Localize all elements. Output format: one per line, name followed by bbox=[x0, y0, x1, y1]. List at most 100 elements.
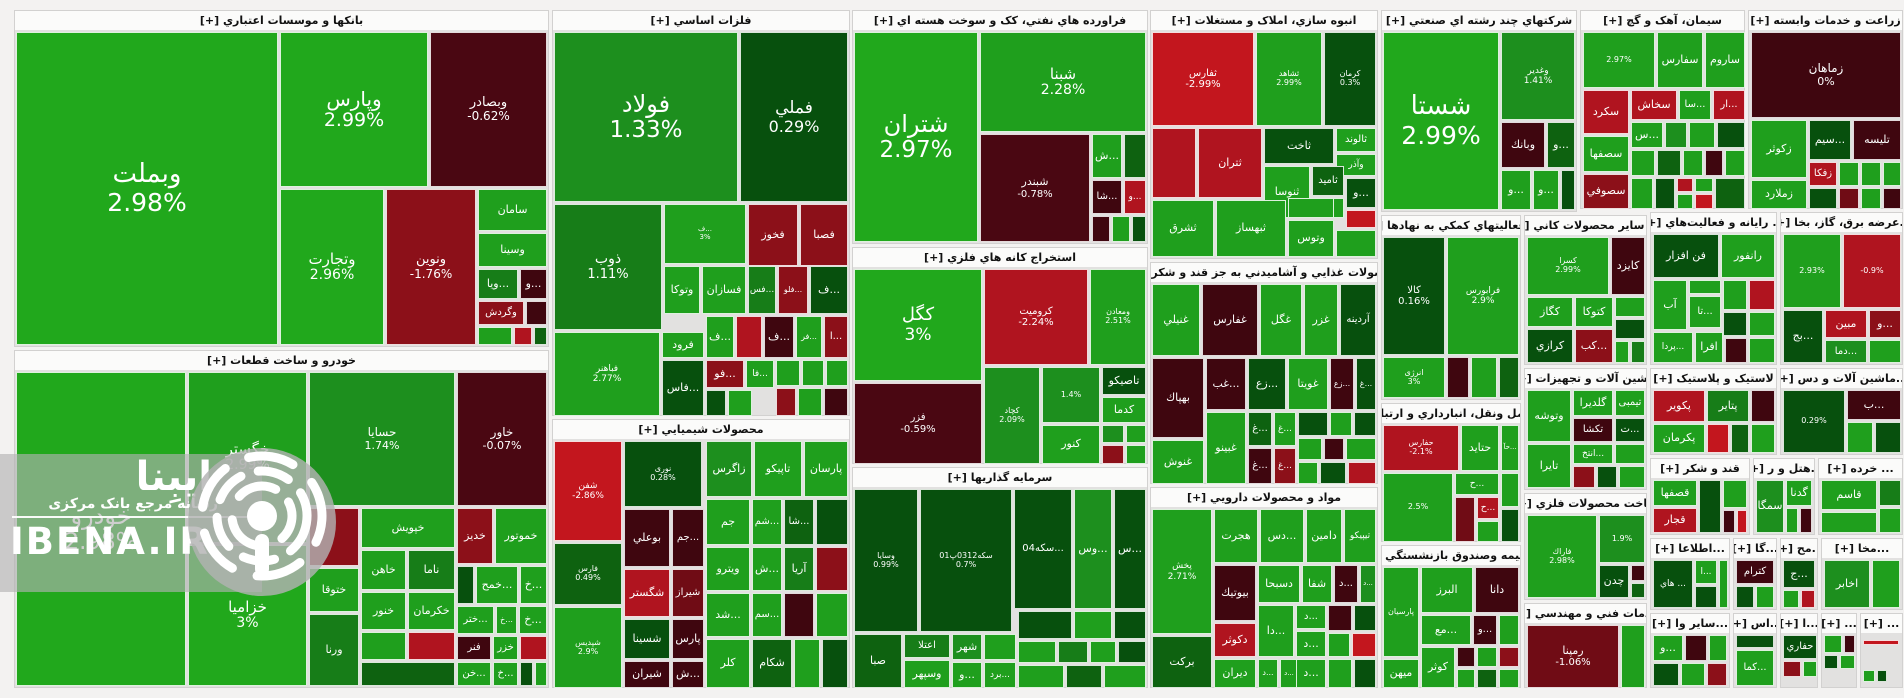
treemap-tile[interactable] bbox=[1840, 655, 1855, 669]
treemap-tile[interactable] bbox=[1844, 635, 1855, 653]
treemap-tile[interactable] bbox=[1118, 641, 1146, 663]
treemap-tile[interactable] bbox=[1872, 560, 1900, 608]
tile-تیپیکو[interactable]: تیپیکو bbox=[1344, 509, 1376, 563]
treemap-tile[interactable] bbox=[534, 327, 547, 345]
treemap-tile[interactable] bbox=[1631, 583, 1645, 598]
treemap-tile[interactable] bbox=[736, 316, 762, 358]
treemap-tile[interactable] bbox=[1695, 194, 1713, 209]
treemap-tile[interactable]: 0.29% bbox=[1783, 390, 1845, 453]
treemap-tile[interactable] bbox=[1501, 509, 1519, 542]
tile-...و[interactable]: ...و bbox=[1124, 180, 1146, 214]
treemap-tile[interactable] bbox=[1877, 670, 1887, 682]
sector-header-dots[interactable]: ... [+] bbox=[1822, 614, 1856, 633]
treemap-tile[interactable] bbox=[1328, 659, 1352, 688]
tile-...د[interactable]: ...د bbox=[1334, 565, 1358, 603]
treemap-tile[interactable] bbox=[1665, 122, 1687, 148]
tile-...فو[interactable]: ...فو bbox=[706, 360, 744, 388]
treemap-tile[interactable] bbox=[1707, 663, 1727, 686]
treemap-tile[interactable] bbox=[1477, 521, 1499, 542]
tile-کدما[interactable]: کدما bbox=[1102, 397, 1146, 423]
tile-...ف[interactable]: ...ف bbox=[810, 266, 848, 314]
tile-کالا[interactable]: کالا 0.16% bbox=[1383, 237, 1445, 355]
tile-غنوش[interactable]: غنوش bbox=[1152, 440, 1204, 484]
sector-header-pharma[interactable]: مواد و محصولات دارويي [+] bbox=[1151, 488, 1377, 507]
treemap-tile[interactable] bbox=[1685, 635, 1707, 661]
tile-...ختر[interactable]: ...ختر bbox=[457, 606, 494, 634]
tile-وپارس[interactable]: وپارس 2.99% bbox=[280, 32, 428, 187]
treemap-tile[interactable] bbox=[1455, 497, 1475, 542]
treemap-tile[interactable] bbox=[1573, 466, 1595, 488]
sector-header-retail[interactable]: ... خرده [+] bbox=[1819, 459, 1902, 478]
tile-...ش[interactable]: ...ش bbox=[1092, 134, 1122, 178]
sector-header-rubber[interactable]: لاستيک و پلاستيک [+] bbox=[1651, 369, 1776, 388]
treemap-tile[interactable] bbox=[1330, 412, 1352, 436]
tile-شتران[interactable]: شتران 2.97% bbox=[854, 32, 978, 242]
tile-...خ[interactable]: ...خ bbox=[496, 606, 517, 634]
tile-قاسم[interactable]: قاسم bbox=[1821, 480, 1877, 510]
tile-پارسیان[interactable]: پارسیان bbox=[1383, 567, 1419, 657]
tile-وبصادر[interactable]: وبصادر -0.62% bbox=[430, 32, 547, 187]
sector-header-chemicals[interactable]: محصولات شيميايي [+] bbox=[553, 420, 849, 439]
tile-...د[interactable]: ...د bbox=[1296, 659, 1326, 688]
tile-فنر[interactable]: فنر bbox=[457, 636, 491, 660]
treemap-tile[interactable] bbox=[1615, 319, 1645, 339]
treemap-tile[interactable] bbox=[1354, 605, 1376, 631]
treemap-tile[interactable] bbox=[706, 390, 726, 416]
tile-ساروم[interactable]: ساروم bbox=[1705, 32, 1745, 88]
tile-بهپاك[interactable]: بهپاك bbox=[1152, 358, 1204, 438]
treemap-tile[interactable] bbox=[794, 639, 820, 688]
tile-کلر[interactable]: کلر bbox=[706, 639, 750, 688]
tile-ثفارس[interactable]: ثفارس -2.99% bbox=[1152, 32, 1254, 126]
tile-وبملت[interactable]: وبملت 2.98% bbox=[16, 32, 278, 345]
tile-فملي[interactable]: فملي 0.29% bbox=[740, 32, 848, 202]
sector-header-food[interactable]: محصولات غذايي و آشاميدني به جز قند و شکر… bbox=[1151, 263, 1377, 282]
treemap-tile[interactable] bbox=[1126, 425, 1146, 443]
tile-پکرمان[interactable]: پکرمان bbox=[1653, 424, 1705, 453]
sector-header-transport[interactable]: ...حمل ونقل، انبارداري و ارتبا [+] bbox=[1382, 404, 1520, 423]
tile-وتوس[interactable]: وتوس bbox=[1288, 220, 1334, 257]
tile-خزر[interactable]: خزر bbox=[493, 636, 518, 660]
tile-دیران[interactable]: دیران bbox=[1214, 659, 1256, 688]
tile-پتایر[interactable]: پتایر bbox=[1707, 390, 1749, 422]
sector-header-auxiliary[interactable]: ...فعاليتهاي کمکي به نهادها [+] bbox=[1382, 216, 1520, 235]
tile-خنور[interactable]: خنور bbox=[361, 592, 406, 630]
tile-آردینه[interactable]: آردینه bbox=[1340, 284, 1376, 356]
tile-...خن[interactable]: ...خن bbox=[457, 662, 491, 686]
tile-...شم[interactable]: ...شم bbox=[752, 499, 782, 545]
tile-کنور[interactable]: کنور bbox=[1042, 425, 1100, 464]
tile-...شا[interactable]: ...شا bbox=[784, 499, 814, 545]
treemap-tile[interactable] bbox=[514, 327, 532, 345]
treemap-tile[interactable] bbox=[1677, 178, 1693, 192]
tile-شفا[interactable]: شفا bbox=[1302, 565, 1332, 603]
treemap-tile[interactable] bbox=[1092, 216, 1110, 242]
treemap-tile[interactable] bbox=[1839, 162, 1859, 186]
treemap-tile[interactable] bbox=[1354, 412, 1376, 436]
treemap-tile[interactable] bbox=[1336, 230, 1376, 257]
tile-بوعلي[interactable]: بوعلي bbox=[624, 509, 670, 567]
tile-دکوثر[interactable]: دکوثر bbox=[1214, 623, 1256, 657]
tile-ثالوند[interactable]: ثالوند bbox=[1336, 128, 1376, 152]
treemap-tile[interactable] bbox=[1324, 438, 1344, 460]
treemap-tile[interactable] bbox=[1058, 641, 1088, 663]
treemap-tile[interactable] bbox=[1839, 188, 1859, 209]
treemap-tile[interactable] bbox=[520, 636, 547, 660]
tile-...و[interactable]: ...و bbox=[1869, 310, 1901, 338]
tile-شیران[interactable]: شیران bbox=[624, 661, 670, 688]
tile-قجار[interactable]: قجار bbox=[1653, 508, 1697, 533]
treemap-tile[interactable] bbox=[802, 360, 824, 386]
tile-برکت[interactable]: برکت bbox=[1152, 636, 1212, 688]
tile-میهن[interactable]: میهن bbox=[1383, 659, 1419, 688]
treemap-tile[interactable] bbox=[822, 639, 848, 688]
treemap-tile[interactable] bbox=[1824, 635, 1842, 653]
treemap-tile[interactable] bbox=[478, 327, 512, 345]
tile-تکشا[interactable]: تکشا bbox=[1573, 418, 1613, 442]
tile-ثشرق[interactable]: ثشرق bbox=[1152, 200, 1214, 257]
tile-غفارس[interactable]: غفارس bbox=[1202, 284, 1258, 356]
treemap-tile[interactable] bbox=[1621, 625, 1645, 688]
tile-نوری[interactable]: نوری 0.28% bbox=[624, 441, 702, 507]
tile-...ار[interactable]: ...ار bbox=[1713, 90, 1745, 120]
tile-سامان[interactable]: سامان bbox=[478, 189, 547, 231]
treemap-tile[interactable] bbox=[1499, 357, 1519, 398]
treemap-tile[interactable]: 1.4% bbox=[1042, 367, 1100, 423]
treemap-tile[interactable] bbox=[1352, 633, 1376, 657]
